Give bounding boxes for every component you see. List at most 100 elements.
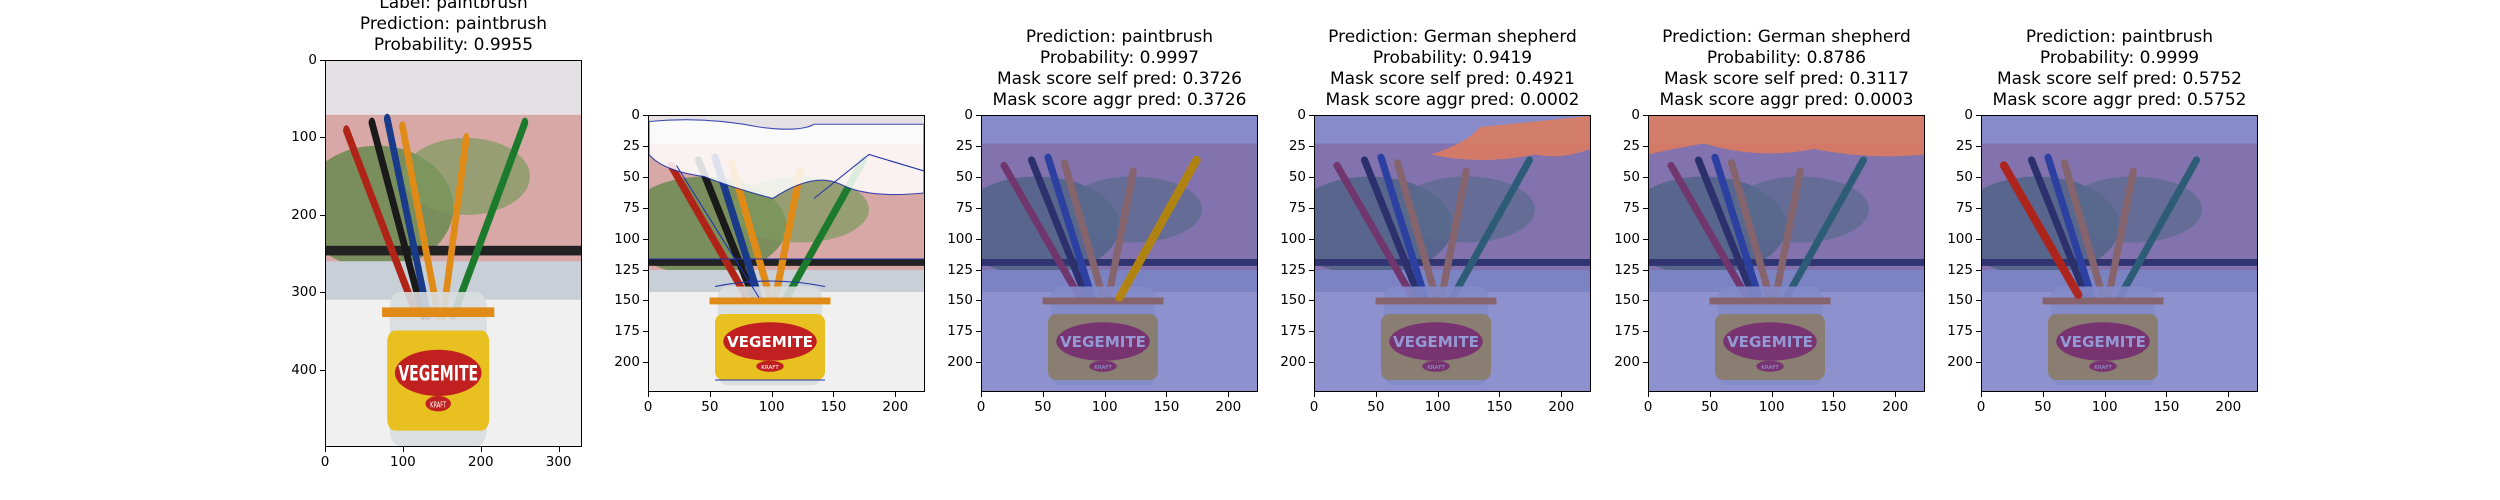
y-tick-mark	[1643, 238, 1648, 240]
title-line: Mask score self pred: 0.3726	[997, 69, 1242, 89]
photo-scene: VEGEMITE KRAFT	[649, 116, 924, 391]
y-tick-mark	[976, 300, 981, 302]
y-tick-label: 25	[1955, 137, 1973, 154]
y-tick-label: 200	[1280, 354, 1306, 371]
y-tick-mark	[1309, 207, 1314, 209]
title-line: Prediction: German shepherd	[1662, 27, 1911, 47]
x-tick-label: 0	[320, 454, 330, 470]
y-tick-mark	[1976, 207, 1981, 209]
y-tick-mark	[1643, 207, 1648, 209]
x-tick-mark	[833, 392, 835, 397]
y-tick-mark	[976, 269, 981, 271]
y-tick-mark	[976, 176, 981, 178]
svg-text:KRAFT: KRAFT	[761, 365, 779, 371]
x-tick-label: 50	[2034, 399, 2052, 415]
x-tick-mark	[1895, 392, 1897, 397]
title-line: Mask score self pred: 0.4921	[1330, 69, 1575, 89]
title-line: Prediction: paintbrush	[2025, 27, 2214, 47]
x-tick-label: 200	[882, 399, 909, 415]
x-tick-label: 0	[1976, 399, 1986, 415]
title-line: Mask score self pred: 0.3117	[1664, 69, 1909, 89]
y-tick-mark	[1309, 176, 1314, 178]
y-tick-mark	[1643, 300, 1648, 302]
y-tick-label: 175	[947, 323, 973, 340]
x-tick-label: 100	[758, 399, 785, 415]
y-tick-label: 50	[1622, 168, 1640, 185]
x-tick-mark	[1314, 392, 1315, 397]
y-tick-mark	[320, 369, 325, 371]
panel-segments: VEGEMITE KRAFT 0 25 50 75 100 125 150 175 200 0 50 10…	[614, 0, 940, 500]
panel-original: Label: paintbrush Prediction: paintbrush P…	[291, 0, 620, 500]
x-tick-mark	[1228, 392, 1230, 397]
x-tick-label: 150	[820, 399, 847, 415]
x-tick-label: 100	[1424, 399, 1451, 415]
x-tick-mark	[895, 392, 897, 397]
panel-mask-1: Prediction: paintbrush Probability: 0.999…	[940, 0, 1275, 500]
y-tick-label: 100	[614, 230, 640, 247]
y-tick-label: 100	[1280, 230, 1306, 247]
y-tick-label: 175	[1280, 323, 1306, 340]
y-tick-label: 125	[1614, 261, 1640, 278]
x-tick-mark	[1499, 392, 1501, 397]
title-line: Prediction: paintbrush	[1025, 27, 1214, 47]
y-tick-label: 300	[291, 284, 317, 301]
x-tick-label: 100	[2091, 399, 2118, 415]
y-tick-label: 200	[1614, 354, 1640, 371]
y-tick-label: 400	[291, 361, 317, 378]
y-tick-label: 175	[614, 323, 640, 340]
title-line: Mask score aggr pred: 0.5752	[1992, 90, 2247, 110]
y-tick-mark	[976, 362, 981, 364]
x-tick-label: 0	[1309, 399, 1319, 415]
y-tick-label: 125	[1280, 261, 1306, 278]
x-tick-label: 200	[1882, 399, 1909, 415]
y-tick-label: 50	[1288, 168, 1306, 185]
y-tick-label: 200	[614, 354, 640, 371]
x-tick-mark	[1833, 392, 1835, 397]
x-tick-label: 50	[1367, 399, 1385, 415]
title-line: Mask score aggr pred: 0.3726	[992, 90, 1247, 110]
x-tick-label: 150	[1486, 399, 1513, 415]
y-tick-label: 200	[291, 206, 317, 223]
x-tick-mark	[2104, 392, 2106, 397]
y-tick-label: 200	[1947, 354, 1973, 371]
x-tick-mark	[648, 392, 649, 397]
x-tick-mark	[1771, 392, 1773, 397]
y-tick-mark	[1976, 362, 1981, 364]
x-tick-mark	[709, 392, 711, 397]
svg-text:VEGEMITE: VEGEMITE	[727, 333, 813, 351]
y-tick-label: 50	[622, 168, 640, 185]
panel-mask-3: Prediction: German shepherd Probability: …	[1610, 0, 1945, 500]
x-tick-mark	[402, 447, 404, 452]
y-tick-label: 100	[947, 230, 973, 247]
x-tick-mark	[2228, 392, 2230, 397]
title-line: Probability: 0.9955	[373, 35, 534, 55]
x-tick-label: 0	[976, 399, 986, 415]
y-tick-mark	[643, 176, 648, 178]
y-tick-mark	[1976, 331, 1981, 333]
y-tick-label: 150	[1947, 292, 1973, 309]
image-axes: VEGEMITE KRAFT	[648, 115, 925, 392]
x-tick-mark	[1709, 392, 1711, 397]
y-tick-mark	[1643, 145, 1648, 147]
title-line: Probability: 0.8786	[1706, 48, 1867, 68]
x-tick-label: 150	[1820, 399, 1847, 415]
y-tick-mark	[643, 300, 648, 302]
y-tick-label: 100	[1947, 230, 1973, 247]
y-tick-mark	[1976, 300, 1981, 302]
y-tick-label: 0	[1297, 107, 1306, 123]
y-tick-label: 0	[1964, 107, 1973, 123]
x-tick-mark	[2166, 392, 2168, 397]
x-tick-label: 200	[2215, 399, 2242, 415]
x-tick-label: 50	[1701, 399, 1719, 415]
y-tick-label: 75	[1622, 199, 1640, 216]
y-tick-label: 25	[1622, 137, 1640, 154]
y-tick-mark	[1309, 269, 1314, 271]
y-tick-label: 150	[1614, 292, 1640, 309]
y-tick-label: 0	[964, 107, 973, 123]
x-tick-label: 100	[1091, 399, 1118, 415]
x-tick-mark	[480, 447, 482, 452]
